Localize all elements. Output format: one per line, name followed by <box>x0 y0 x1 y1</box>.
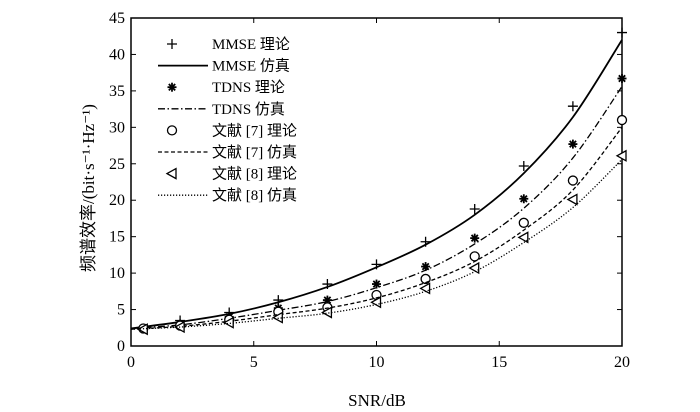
legend-entry-2: TDNS 理论 <box>167 79 285 96</box>
data-point <box>616 114 628 126</box>
data-point <box>566 193 578 206</box>
legend-label: TDNS 仿真 <box>212 100 285 118</box>
series-7 <box>130 158 623 330</box>
data-point <box>519 194 529 204</box>
series-1 <box>130 39 623 330</box>
series-line <box>130 158 623 330</box>
x-tick-label: 15 <box>491 354 507 371</box>
series-line <box>130 86 623 330</box>
y-axis-label: 频谱效率/(bit·s⁻¹·Hz⁻¹) <box>79 104 98 272</box>
legend-entry-0: MMSE 理论 <box>167 36 290 53</box>
series-3 <box>130 86 623 330</box>
data-point <box>517 231 529 244</box>
data-point <box>468 261 480 275</box>
asterisk-stroke <box>618 74 626 83</box>
legend-marker-symbol <box>165 167 177 180</box>
data-point <box>271 311 283 324</box>
legend-label: 文献 [7] 理论 <box>212 122 297 139</box>
data-point <box>469 251 480 262</box>
legend-entry-1: MMSE 仿真 <box>158 57 290 75</box>
data-point <box>469 203 480 214</box>
y-tick-label: 0 <box>117 338 125 355</box>
asterisk-stroke <box>421 262 430 271</box>
data-point <box>615 149 627 162</box>
legend-label: 文献 [7] 仿真 <box>212 143 297 161</box>
y-tick-label: 15 <box>109 229 125 246</box>
y-tick-label: 10 <box>109 265 125 282</box>
data-point <box>136 323 148 336</box>
legend-marker-symbol <box>166 125 178 136</box>
data-point <box>470 233 480 243</box>
axes: 0 5 10 15 20 0 5 10 15 20 25 30 35 40 45 <box>109 10 630 371</box>
series-5 <box>130 126 623 330</box>
legend-entry-3: TDNS 仿真 <box>158 100 285 118</box>
legend-label: TDNS 理论 <box>212 79 285 96</box>
legend-entry-7: 文献 [8] 仿真 <box>158 186 297 204</box>
data-point <box>617 27 627 38</box>
asterisk-stroke <box>323 296 332 304</box>
legend-entry-5: 文献 [7] 仿真 <box>158 143 297 161</box>
data-point <box>567 175 579 186</box>
y-tick-label: 40 <box>109 46 125 63</box>
legend-marker-symbol <box>167 39 177 49</box>
legend-label: MMSE 仿真 <box>212 57 290 75</box>
asterisk-stroke <box>519 194 528 203</box>
x-axis-label: SNR/dB <box>348 391 406 410</box>
data-point <box>518 160 529 171</box>
legend-label: MMSE 理论 <box>212 36 290 53</box>
y-tick-label: 20 <box>109 192 125 209</box>
x-tick-label: 20 <box>614 354 630 371</box>
series-line <box>130 39 623 330</box>
x-tick-label: 10 <box>369 354 385 371</box>
data-point <box>567 101 578 112</box>
y-tick-label: 25 <box>109 156 125 173</box>
x-tick-label: 0 <box>127 354 135 371</box>
asterisk-stroke <box>168 83 176 92</box>
legend-entry-4: 文献 [7] 理论 <box>166 122 297 139</box>
x-tick-label: 5 <box>250 354 258 371</box>
y-tick-label: 45 <box>109 10 125 27</box>
data-point <box>518 217 529 228</box>
y-tick-label: 35 <box>109 83 125 100</box>
asterisk-stroke <box>470 234 479 242</box>
data-point <box>617 73 627 83</box>
data-point <box>273 295 284 306</box>
data-point <box>568 139 578 149</box>
legend-label: 文献 [8] 理论 <box>212 166 297 183</box>
legend-marker-symbol <box>167 82 177 92</box>
series-line <box>130 126 623 330</box>
legend-entry-6: 文献 [8] 理论 <box>165 166 297 183</box>
plot-series <box>130 27 628 336</box>
asterisk-stroke <box>569 140 577 148</box>
y-tick-label: 5 <box>117 302 125 319</box>
legend-label: 文献 [8] 仿真 <box>212 186 297 204</box>
y-tick-label: 30 <box>109 119 125 136</box>
asterisk-stroke <box>372 280 381 288</box>
